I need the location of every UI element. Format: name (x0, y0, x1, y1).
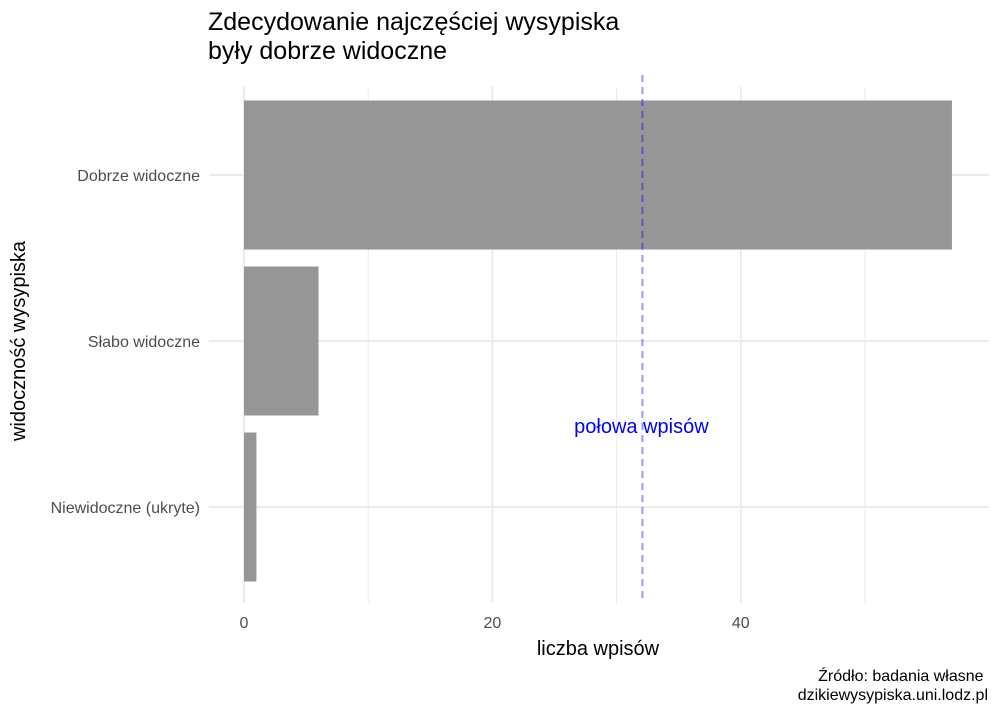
bar (244, 100, 952, 250)
y-tick-label: Dobrze widoczne (77, 168, 200, 185)
caption-line-1: Źródło: badania własne (818, 666, 984, 685)
bars (244, 100, 952, 582)
x-tick-label: 20 (484, 615, 502, 632)
caption-line-2: dzikiewysypiska.uni.lodz.pl (798, 687, 988, 704)
y-axis-label: widoczność wysypiska (8, 240, 30, 442)
x-tick-label: 0 (240, 615, 249, 632)
y-tick-label: Słabo widoczne (88, 334, 200, 351)
x-axis-label: liczba wpisów (537, 638, 660, 660)
reference-line-label: połowa wpisów (574, 416, 709, 438)
y-tick-labels: Dobrze widoczne Słabo widoczne Niewidoczne… (51, 168, 200, 517)
y-tick-label: Niewidoczne (ukryte) (51, 500, 200, 517)
chart-title: Zdecydowanie najczęściej wysypiska były … (208, 8, 626, 65)
bar (244, 432, 257, 582)
bar (244, 266, 319, 416)
caption: Źródło: badania własne dzikiewysypiska.u… (798, 666, 988, 704)
x-tick-label: 40 (732, 615, 750, 632)
title-line-2: były dobrze widoczne (208, 37, 447, 65)
x-tick-labels: 0 20 40 (240, 615, 750, 632)
title-line-1: Zdecydowanie najczęściej wysypiska (208, 8, 619, 36)
